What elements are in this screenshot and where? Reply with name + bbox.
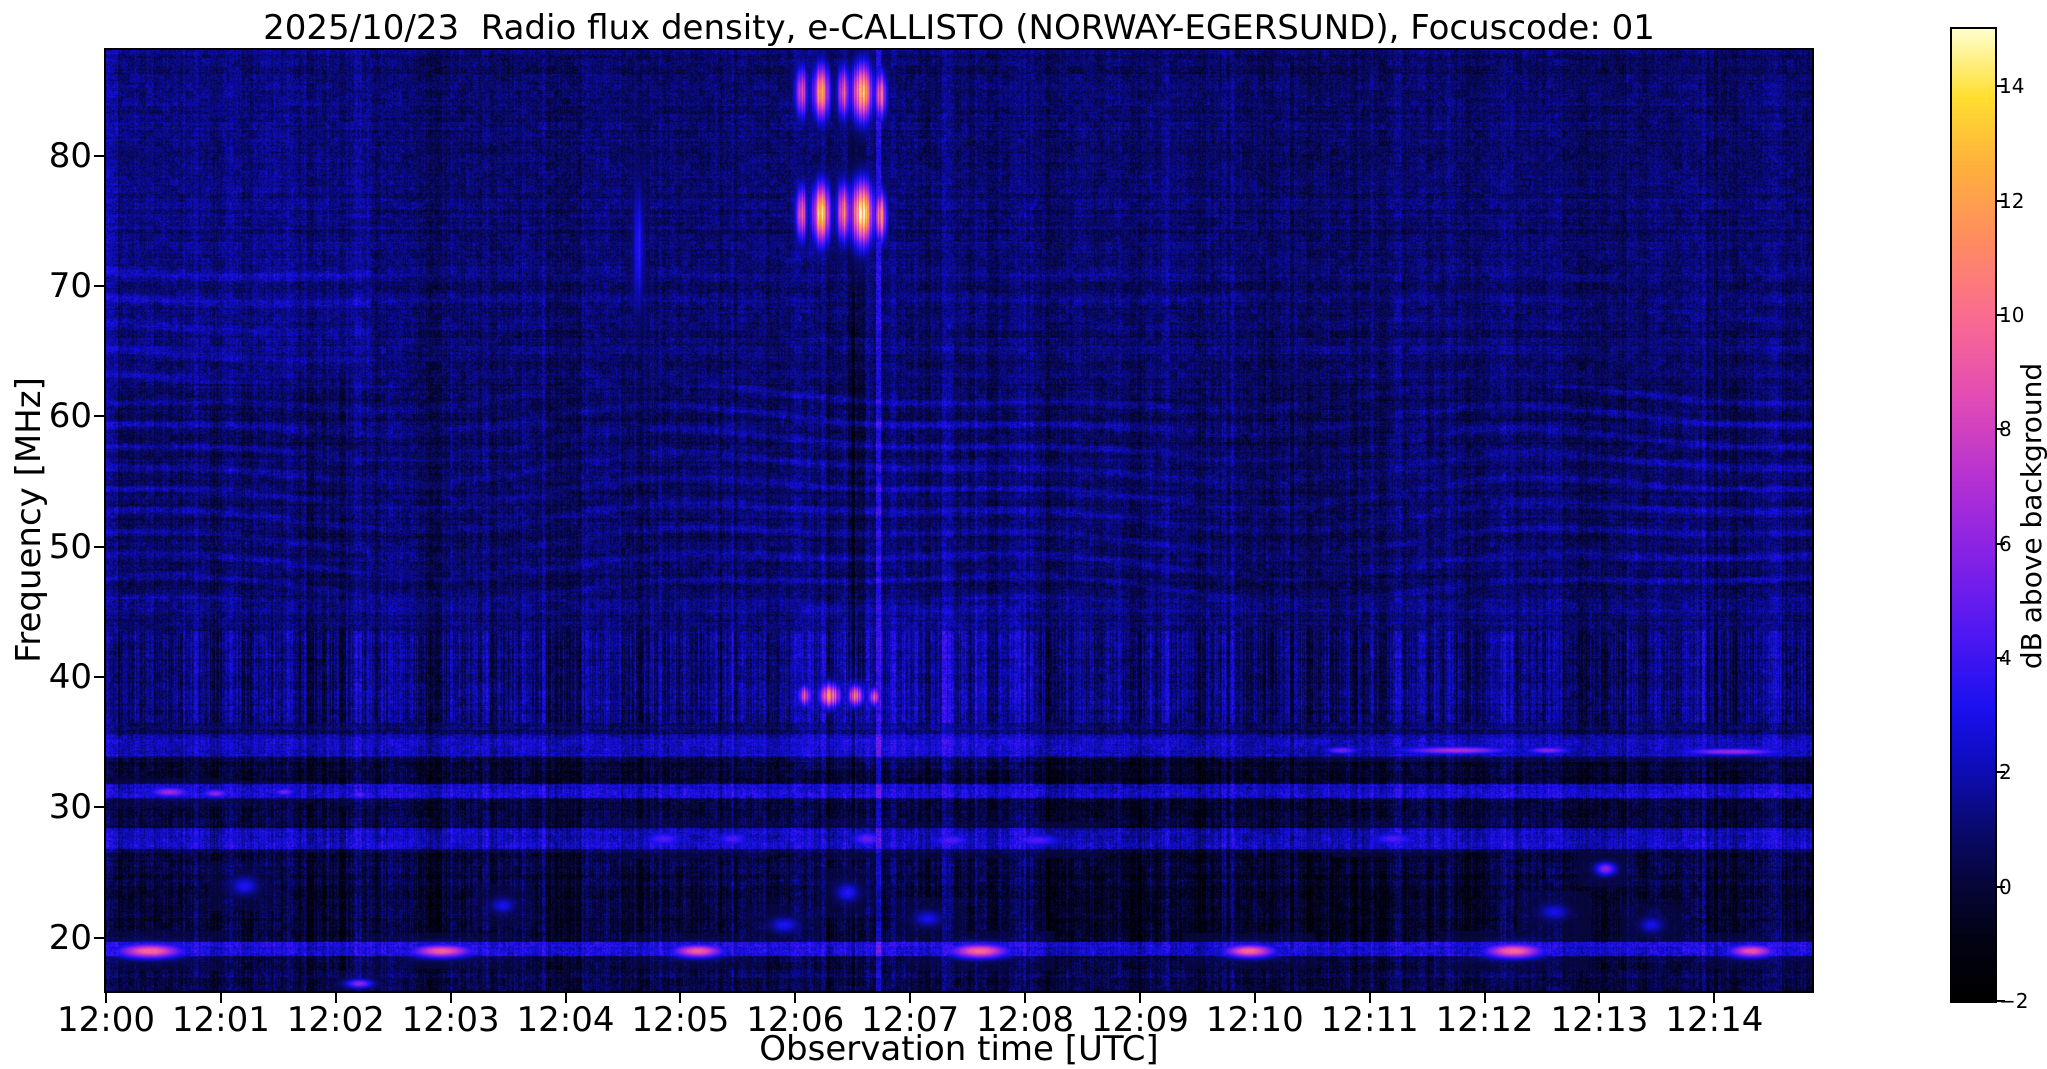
y-tick-label: 70 — [48, 265, 92, 306]
colorbar-tick-label: 8 — [1999, 417, 2012, 442]
x-tick-mark — [334, 993, 337, 1003]
x-tick-mark — [1368, 993, 1371, 1003]
x-tick-mark — [1483, 993, 1486, 1003]
colorbar-tick-mark — [1997, 771, 2005, 774]
y-tick-label: 20 — [48, 917, 92, 958]
colorbar-tick-label: 6 — [1999, 531, 2012, 556]
colorbar-canvas — [1950, 27, 1997, 1003]
y-tick-mark — [94, 154, 104, 157]
colorbar-tick-mark — [1997, 885, 2005, 888]
colorbar-tick-label: −2 — [1999, 989, 2029, 1013]
x-tick-label: 12:05 — [631, 1000, 730, 1040]
x-tick-label: 12:13 — [1550, 1000, 1649, 1040]
y-tick-mark — [94, 415, 104, 418]
y-tick-mark — [94, 284, 104, 287]
y-tick-label: 30 — [48, 787, 92, 828]
colorbar-tick-mark — [1997, 1000, 2005, 1002]
chart-title: 2025/10/23 Radio flux density, e-CALLIST… — [263, 8, 1655, 48]
x-tick-label: 12:00 — [57, 1000, 155, 1040]
y-tick-label: 60 — [48, 396, 92, 437]
colorbar-tick-label: 10 — [1999, 302, 2025, 327]
x-tick-label: 12:04 — [516, 1000, 615, 1040]
x-tick-mark — [105, 993, 107, 1003]
y-tick-label: 50 — [48, 526, 92, 567]
colorbar-tick-mark — [1997, 199, 2005, 202]
x-tick-label: 12:12 — [1435, 1000, 1534, 1040]
x-tick-mark — [909, 993, 912, 1003]
x-tick-label: 12:14 — [1665, 1000, 1764, 1040]
y-tick-mark — [94, 675, 104, 678]
colorbar-tick-label: 12 — [1999, 188, 2025, 213]
y-tick-label: 80 — [48, 135, 92, 176]
colorbar-tick-label: 14 — [1999, 74, 2025, 99]
colorbar-tick-mark — [1997, 428, 2005, 431]
x-tick-mark — [679, 993, 682, 1003]
x-tick-label: 12:06 — [746, 1000, 845, 1040]
x-tick-mark — [794, 993, 797, 1003]
y-tick-label: 40 — [48, 656, 92, 697]
x-axis-label: Observation time [UTC] — [759, 1029, 1159, 1069]
x-tick-mark — [449, 993, 452, 1003]
colorbar-tick-mark — [1997, 85, 2005, 88]
spectrogram-canvas — [104, 48, 1814, 993]
x-tick-label: 12:01 — [171, 1000, 270, 1040]
x-tick-label: 12:11 — [1320, 1000, 1419, 1040]
x-tick-mark — [1598, 993, 1601, 1003]
x-tick-label: 12:07 — [861, 1000, 960, 1040]
colorbar-tick-label: 0 — [1999, 874, 2012, 899]
colorbar-tick-mark — [1997, 313, 2005, 316]
x-tick-label: 12:02 — [286, 1000, 385, 1040]
x-tick-mark — [1024, 993, 1027, 1003]
colorbar-tick-label: 4 — [1999, 645, 2012, 670]
x-tick-label: 12:03 — [401, 1000, 500, 1040]
x-tick-mark — [1138, 993, 1141, 1003]
colorbar-tick-mark — [1997, 656, 2005, 659]
y-tick-mark — [94, 936, 104, 939]
colorbar-tick-label: 2 — [1999, 760, 2012, 785]
y-tick-mark — [94, 545, 104, 548]
x-tick-label: 12:09 — [1090, 1000, 1189, 1040]
x-tick-mark — [564, 993, 567, 1003]
y-tick-mark — [94, 806, 104, 809]
x-tick-mark — [1253, 993, 1256, 1003]
colorbar-tick-mark — [1997, 542, 2005, 545]
x-tick-label: 12:08 — [976, 1000, 1075, 1040]
x-tick-label: 12:10 — [1205, 1000, 1304, 1040]
x-tick-mark — [1713, 993, 1716, 1003]
colorbar-label: dB above background — [2015, 362, 2047, 670]
x-tick-mark — [219, 993, 222, 1003]
